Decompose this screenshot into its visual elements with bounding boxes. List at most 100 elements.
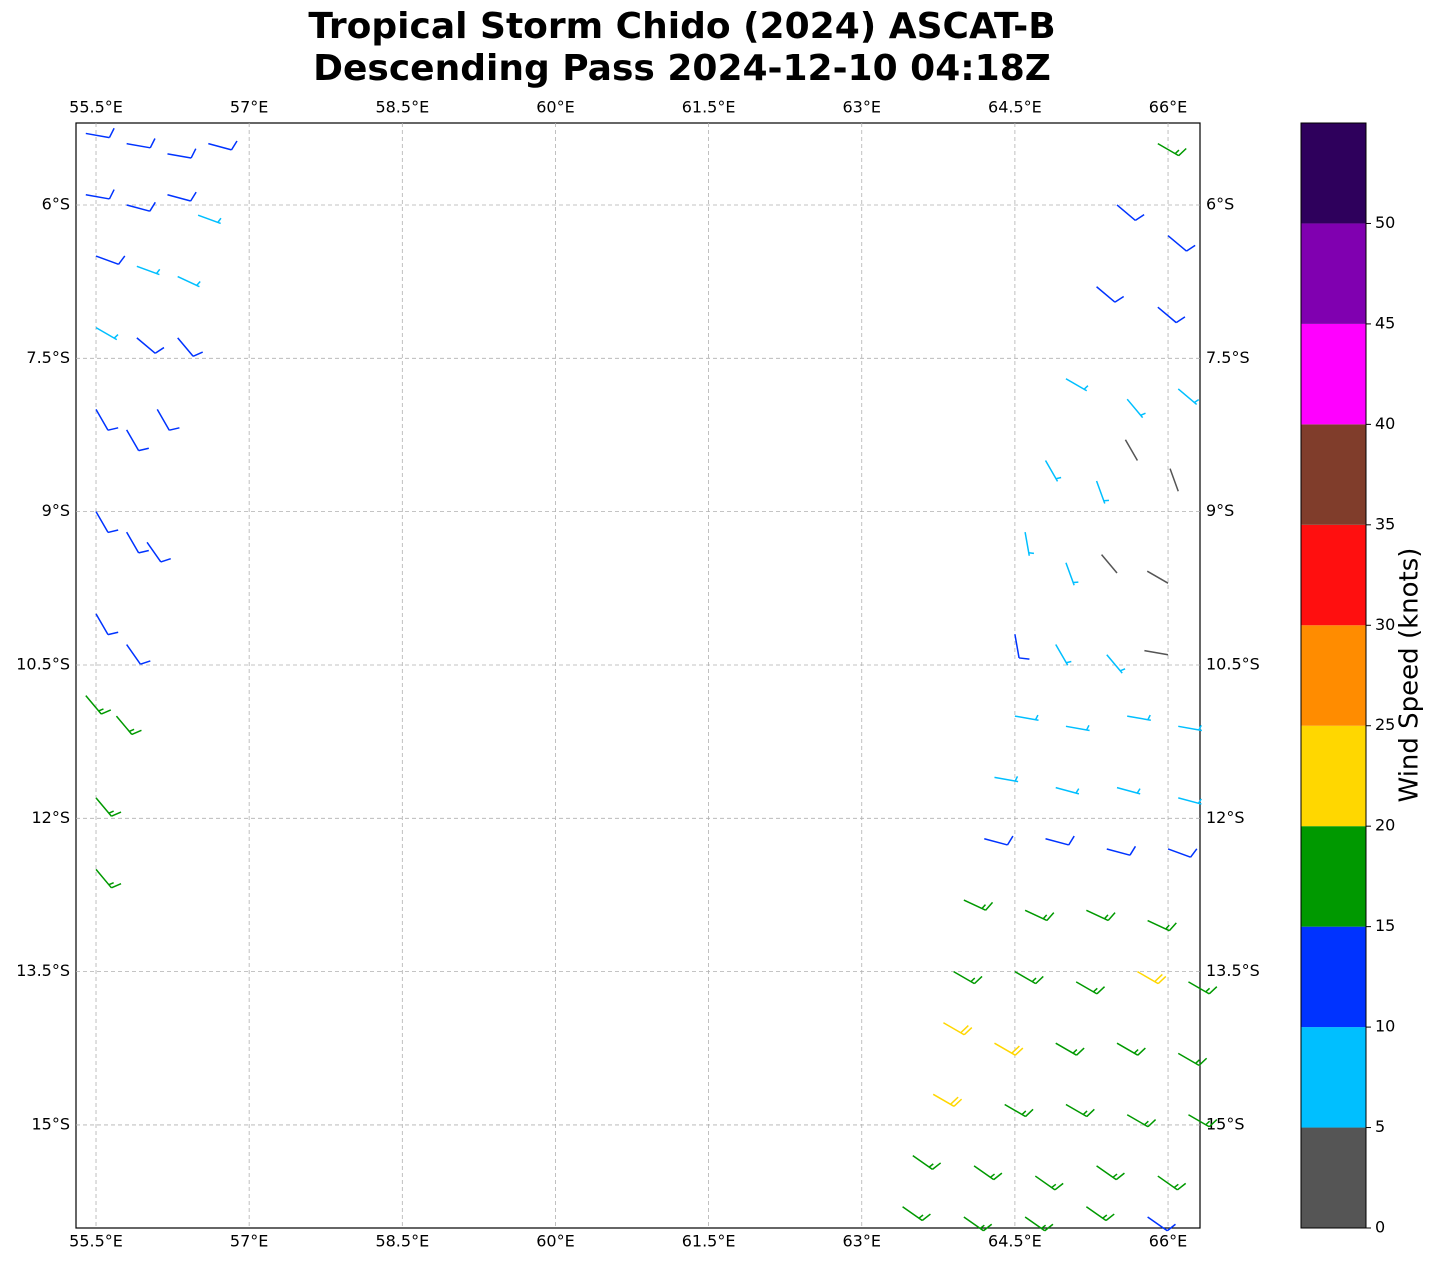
wind-barb xyxy=(1167,235,1196,252)
x-tick-label: 60°E xyxy=(536,1232,574,1251)
wind-barb xyxy=(1100,554,1118,574)
wind-barb xyxy=(1024,909,1055,922)
wind-barb xyxy=(984,835,1014,846)
wind-barb xyxy=(1065,1103,1095,1118)
x-tick-label: 57°E xyxy=(230,98,268,117)
x-tick-label: 63°E xyxy=(843,98,881,117)
y-tick-label: 7.5°S xyxy=(1206,348,1250,367)
wind-barb xyxy=(95,613,119,636)
wind-barb xyxy=(1014,634,1030,660)
colorbar-segment xyxy=(1301,826,1366,927)
y-tick-label: 6°S xyxy=(42,194,70,213)
x-tick-label: 55.5°E xyxy=(69,1232,123,1251)
wind-barb xyxy=(1096,286,1125,303)
wind-barb xyxy=(1137,970,1167,985)
title-line: Tropical Storm Chido (2024) ASCAT-B xyxy=(308,6,1055,47)
y-tick-label: 13.5°S xyxy=(1206,961,1260,980)
x-tick-label: 60°E xyxy=(536,98,574,117)
wind-barb xyxy=(902,1206,931,1222)
y-tick-label: 13.5°S xyxy=(16,961,70,980)
wind-barb xyxy=(1178,724,1203,732)
wind-barb xyxy=(1188,981,1218,995)
wind-barb xyxy=(1065,562,1079,586)
wind-barb xyxy=(1004,1103,1034,1118)
wind-barb xyxy=(1065,378,1089,392)
wind-barb xyxy=(1178,797,1202,805)
x-tick-label: 64.5°E xyxy=(988,1232,1042,1251)
wind-barb xyxy=(994,776,1019,783)
colorbar-tick-label: 50 xyxy=(1375,213,1395,232)
wind-barb xyxy=(1167,848,1198,858)
colorbar-segment xyxy=(1301,424,1366,525)
wind-barb xyxy=(1188,1114,1218,1128)
wind-barb xyxy=(1045,835,1075,846)
x-tick-label: 66°E xyxy=(1149,1232,1187,1251)
wind-barb xyxy=(1169,468,1179,492)
wind-barb xyxy=(1055,786,1080,795)
wind-barb xyxy=(177,337,204,357)
wind-barb xyxy=(156,409,180,431)
wind-barb xyxy=(1126,1114,1157,1128)
x-tick-label: 55.5°E xyxy=(69,98,123,117)
wind-barb xyxy=(1157,142,1187,157)
wind-barb xyxy=(1177,1052,1208,1067)
colorbar-segment xyxy=(1301,123,1366,224)
wind-barb xyxy=(177,275,201,288)
wind-barb xyxy=(95,797,122,817)
wind-barb xyxy=(126,201,156,212)
wind-barb xyxy=(1147,919,1177,932)
wind-barb xyxy=(136,337,165,354)
wind-barb xyxy=(1044,460,1062,482)
wind-barb xyxy=(85,189,115,200)
wind-barb xyxy=(125,531,149,554)
wind-barb xyxy=(1146,570,1169,584)
wind-barb xyxy=(1095,480,1110,504)
wind-barb xyxy=(1144,649,1169,656)
wind-barb xyxy=(1034,1175,1064,1191)
wind-barb xyxy=(126,138,156,149)
y-tick-label: 15°S xyxy=(1206,1114,1245,1133)
colorbar-tick-label: 35 xyxy=(1375,514,1395,533)
y-tick-label: 10.5°S xyxy=(1206,654,1260,673)
wind-barb xyxy=(994,1042,1024,1056)
wind-barb xyxy=(1024,531,1035,556)
y-tick-label: 9°S xyxy=(42,501,70,520)
title-line: Descending Pass 2024-12-10 04:18Z xyxy=(313,48,1051,89)
wind-barb xyxy=(912,1155,942,1171)
colorbar-frame xyxy=(1300,122,1367,1229)
x-tick-label: 64.5°E xyxy=(988,98,1042,117)
wind-barb xyxy=(1124,439,1139,461)
wind-barb xyxy=(95,326,119,341)
colorbar-tick-label: 30 xyxy=(1375,615,1395,634)
colorbar-segment xyxy=(1301,223,1366,324)
wind-barb xyxy=(95,868,122,889)
wind-barb xyxy=(1106,845,1137,856)
colorbar-tick-label: 15 xyxy=(1375,916,1395,935)
wind-barb xyxy=(1126,398,1146,419)
y-tick-label: 10.5°S xyxy=(16,654,70,673)
wind-barb xyxy=(963,1216,993,1232)
colorbar-tick-label: 20 xyxy=(1375,816,1395,835)
map-frame xyxy=(75,122,1201,1229)
wind-barb xyxy=(1116,1042,1146,1056)
wind-barb xyxy=(1085,1206,1115,1222)
wind-barb xyxy=(167,148,197,159)
wind-barb xyxy=(1106,654,1126,674)
colorbar-segment xyxy=(1301,323,1366,425)
wind-barb xyxy=(95,511,119,534)
colorbar-tick-label: 45 xyxy=(1375,313,1395,332)
y-tick-label: 7.5°S xyxy=(26,348,70,367)
wind-barb xyxy=(125,429,149,452)
colorbar-tick-label: 0 xyxy=(1375,1218,1385,1237)
y-tick-label: 15°S xyxy=(31,1114,70,1133)
wind-barb xyxy=(943,1022,973,1036)
colorbar-segment xyxy=(1301,1027,1366,1128)
wind-barb xyxy=(1157,306,1186,324)
colorbar-segment xyxy=(1301,725,1366,827)
x-tick-label: 63°E xyxy=(843,1232,881,1251)
wind-barb xyxy=(1127,714,1151,721)
wind-barb xyxy=(1014,970,1044,985)
colorbar-segment xyxy=(1301,625,1366,726)
wind-barb xyxy=(95,409,119,431)
